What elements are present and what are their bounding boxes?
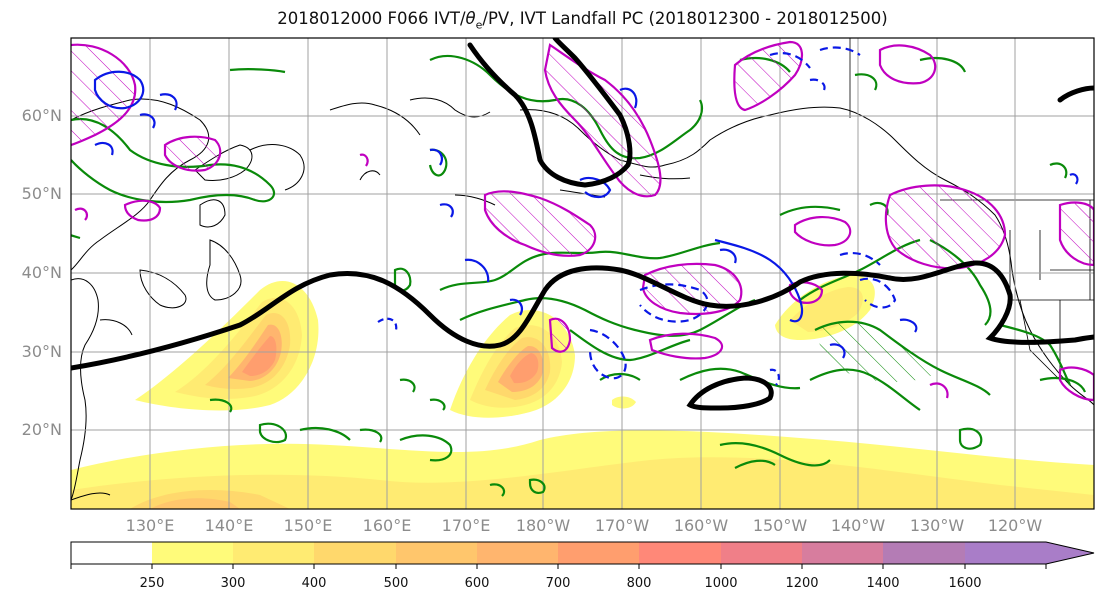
colorbar-swatch-6 bbox=[558, 542, 639, 564]
lon-label: 120°W bbox=[987, 516, 1043, 535]
thick-contours bbox=[71, 38, 1094, 411]
lon-label: 140°W bbox=[830, 516, 886, 535]
colorbar bbox=[70, 541, 1095, 569]
colorbar-tick-label: 1600 bbox=[948, 576, 982, 591]
colorbar-tick-label: 250 bbox=[139, 576, 165, 591]
colorbar-swatch-2 bbox=[233, 542, 314, 564]
colorbar-tick-label: 700 bbox=[545, 576, 571, 591]
lon-label: 140°E bbox=[204, 516, 254, 535]
colorbar-tick-label: 300 bbox=[220, 576, 246, 591]
colorbar-swatch-5 bbox=[477, 542, 558, 564]
lon-label: 170°E bbox=[441, 516, 491, 535]
lon-label: 180°W bbox=[515, 516, 571, 535]
colorbar-swatch-9 bbox=[802, 542, 883, 564]
colorbar-extend-arrow bbox=[965, 542, 1094, 564]
colorbar-swatch-8 bbox=[721, 542, 802, 564]
colorbar-tick-label: 1200 bbox=[785, 576, 819, 591]
colorbar-tick-label: 800 bbox=[626, 576, 652, 591]
colorbar-tick-label: 400 bbox=[301, 576, 327, 591]
colorbar-tick-label: 1400 bbox=[866, 576, 900, 591]
lon-label: 170°W bbox=[594, 516, 650, 535]
map-title: 2018012000 F066 IVT/θe/PV, IVT Landfall … bbox=[277, 9, 888, 32]
lat-label: 60°N bbox=[21, 106, 62, 125]
theta-e-hatch bbox=[815, 321, 940, 382]
pv-contours bbox=[71, 40, 1094, 402]
lon-label: 130°E bbox=[125, 516, 175, 535]
lat-label: 20°N bbox=[21, 420, 62, 439]
colorbar-swatch-1 bbox=[152, 542, 233, 564]
colorbar-tick-label: 600 bbox=[464, 576, 490, 591]
colorbar-swatch-10 bbox=[883, 542, 965, 564]
colorbar-swatch-4 bbox=[396, 542, 477, 564]
colorbar-tick-label: 1000 bbox=[704, 576, 738, 591]
lat-label: 40°N bbox=[21, 263, 62, 282]
colorbar-tick-label: 500 bbox=[383, 576, 409, 591]
colorbar-swatch-0 bbox=[71, 542, 152, 564]
lon-label: 150°E bbox=[283, 516, 333, 535]
lat-label: 30°N bbox=[21, 342, 62, 361]
colorbar-swatch-3 bbox=[314, 542, 396, 564]
lon-label: 130°W bbox=[909, 516, 965, 535]
lat-label: 50°N bbox=[21, 184, 62, 203]
lon-label: 160°E bbox=[362, 516, 412, 535]
map-frame bbox=[70, 37, 1095, 510]
lon-label: 150°W bbox=[752, 516, 808, 535]
ivt-shading bbox=[71, 275, 1094, 509]
colorbar-outline bbox=[70, 541, 1095, 565]
colorbar-swatch-7 bbox=[639, 542, 721, 564]
lon-label: 160°W bbox=[673, 516, 729, 535]
ivt-anomaly-contours bbox=[93, 46, 1079, 386]
